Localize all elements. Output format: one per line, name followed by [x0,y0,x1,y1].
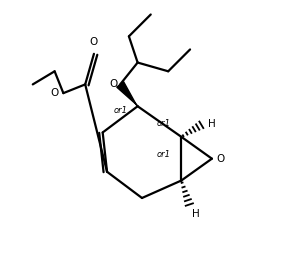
Polygon shape [117,82,138,106]
Text: O: O [216,154,225,164]
Text: or1: or1 [157,150,171,159]
Text: O: O [90,37,98,47]
Text: or1: or1 [157,119,171,128]
Text: H: H [192,209,200,219]
Text: H: H [208,119,215,129]
Text: or1: or1 [113,106,127,115]
Text: O: O [110,80,118,89]
Text: O: O [51,88,59,98]
